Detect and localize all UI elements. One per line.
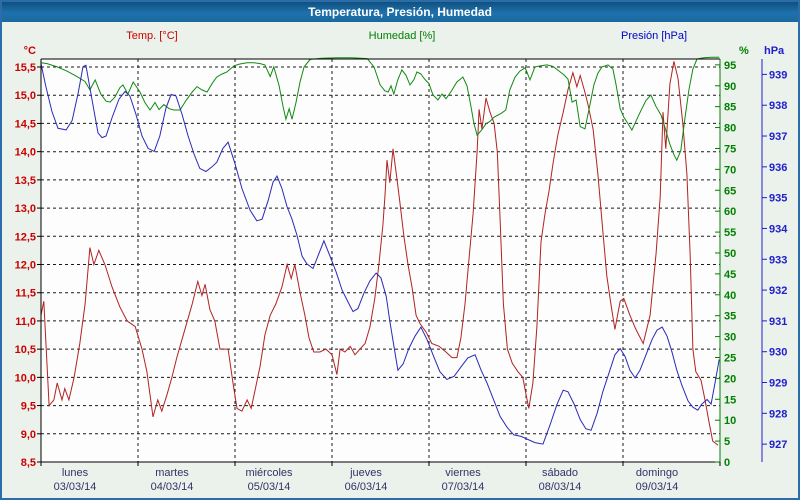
humidity-axis-unit: % [739,45,749,57]
temp-tick-label: 8,5 [21,457,36,469]
pressure-tick-label: 938 [769,100,787,112]
day-name-label: domingo [636,467,678,479]
plot-area [41,59,720,462]
humidity-tick-label: 80 [724,123,736,135]
pressure-tick-label: 927 [769,439,787,451]
temp-tick-label: 10,5 [15,344,36,356]
temp-axis-unit: °C [23,45,36,57]
temp-tick-label: 13,0 [15,203,36,215]
day-date-label: 04/03/14 [151,481,194,493]
humidity-tick-label: 0 [724,457,730,469]
pressure-tick-label: 933 [769,254,787,266]
humidity-tick-label: 65 [724,185,736,197]
humidity-tick-label: 35 [724,311,736,323]
day-name-label: sábado [542,467,578,479]
humidity-tick-label: 25 [724,352,736,364]
humidity-tick-label: 60 [724,206,736,218]
pressure-tick-label: 936 [769,162,787,174]
temp-tick-label: 9,0 [21,429,36,441]
humidity-tick-label: 90 [724,81,736,93]
pressure-tick-label: 937 [769,131,787,143]
series-line-pressure [40,63,720,445]
pressure-tick-label: 939 [769,69,787,81]
pressure-tick-label: 932 [769,285,787,297]
pressure-tick-label: 935 [769,193,787,205]
pressure-tick-label: 928 [769,408,787,420]
title-bar: Temperatura, Presión, Humedad [2,2,798,22]
humidity-tick-label: 40 [724,290,736,302]
pressure-tick-label: 930 [769,347,787,359]
pressure-axis-unit: hPa [764,45,785,57]
day-name-label: jueves [349,467,382,479]
humidity-tick-label: 5 [724,436,730,448]
day-name-label: martes [155,467,189,479]
day-date-label: 07/03/14 [442,481,485,493]
humidity-tick-label: 70 [724,164,736,176]
day-date-label: 03/03/14 [54,481,97,493]
legend-pressure: Presión [hPa] [620,30,688,42]
temp-tick-label: 11,0 [15,316,36,328]
humidity-tick-label: 20 [724,373,736,385]
humidity-tick-label: 95 [724,60,736,72]
temp-tick-label: 14,0 [15,147,36,159]
humidity-tick-label: 50 [724,248,736,260]
humidity-tick-label: 75 [724,143,736,155]
temp-tick-label: 9,5 [21,401,36,413]
temp-tick-label: 15,0 [15,90,36,102]
day-name-label: viernes [445,467,481,479]
window-title: Temperatura, Presión, Humedad [308,5,492,19]
pressure-tick-label: 931 [769,316,787,328]
legend-temp: Temp. [°C] [126,30,178,42]
humidity-tick-label: 30 [724,332,736,344]
day-date-label: 08/03/14 [539,481,582,493]
temp-tick-label: 15,5 [15,62,36,74]
series-line-humidity [40,56,720,162]
day-date-label: 06/03/14 [345,481,388,493]
humidity-tick-label: 45 [724,269,736,281]
series-line-temp [40,61,719,446]
humidity-tick-label: 10 [724,415,736,427]
temp-tick-label: 11,5 [15,288,36,300]
day-date-label: 09/03/14 [636,481,679,493]
day-name-label: miércoles [245,467,293,479]
day-date-label: 05/03/14 [248,481,291,493]
pressure-tick-label: 929 [769,378,787,390]
temp-tick-label: 12,0 [15,260,36,272]
temp-tick-label: 10,0 [15,372,36,384]
legend-humidity: Humedad [%] [368,30,436,42]
temp-tick-label: 14,5 [15,118,36,130]
humidity-tick-label: 85 [724,102,736,114]
day-name-label: lunes [62,467,89,479]
temp-tick-label: 13,5 [15,175,36,187]
humidity-tick-label: 55 [724,227,736,239]
pressure-tick-label: 934 [769,223,788,235]
humidity-tick-label: 15 [724,394,736,406]
temp-tick-label: 12,5 [15,231,36,243]
